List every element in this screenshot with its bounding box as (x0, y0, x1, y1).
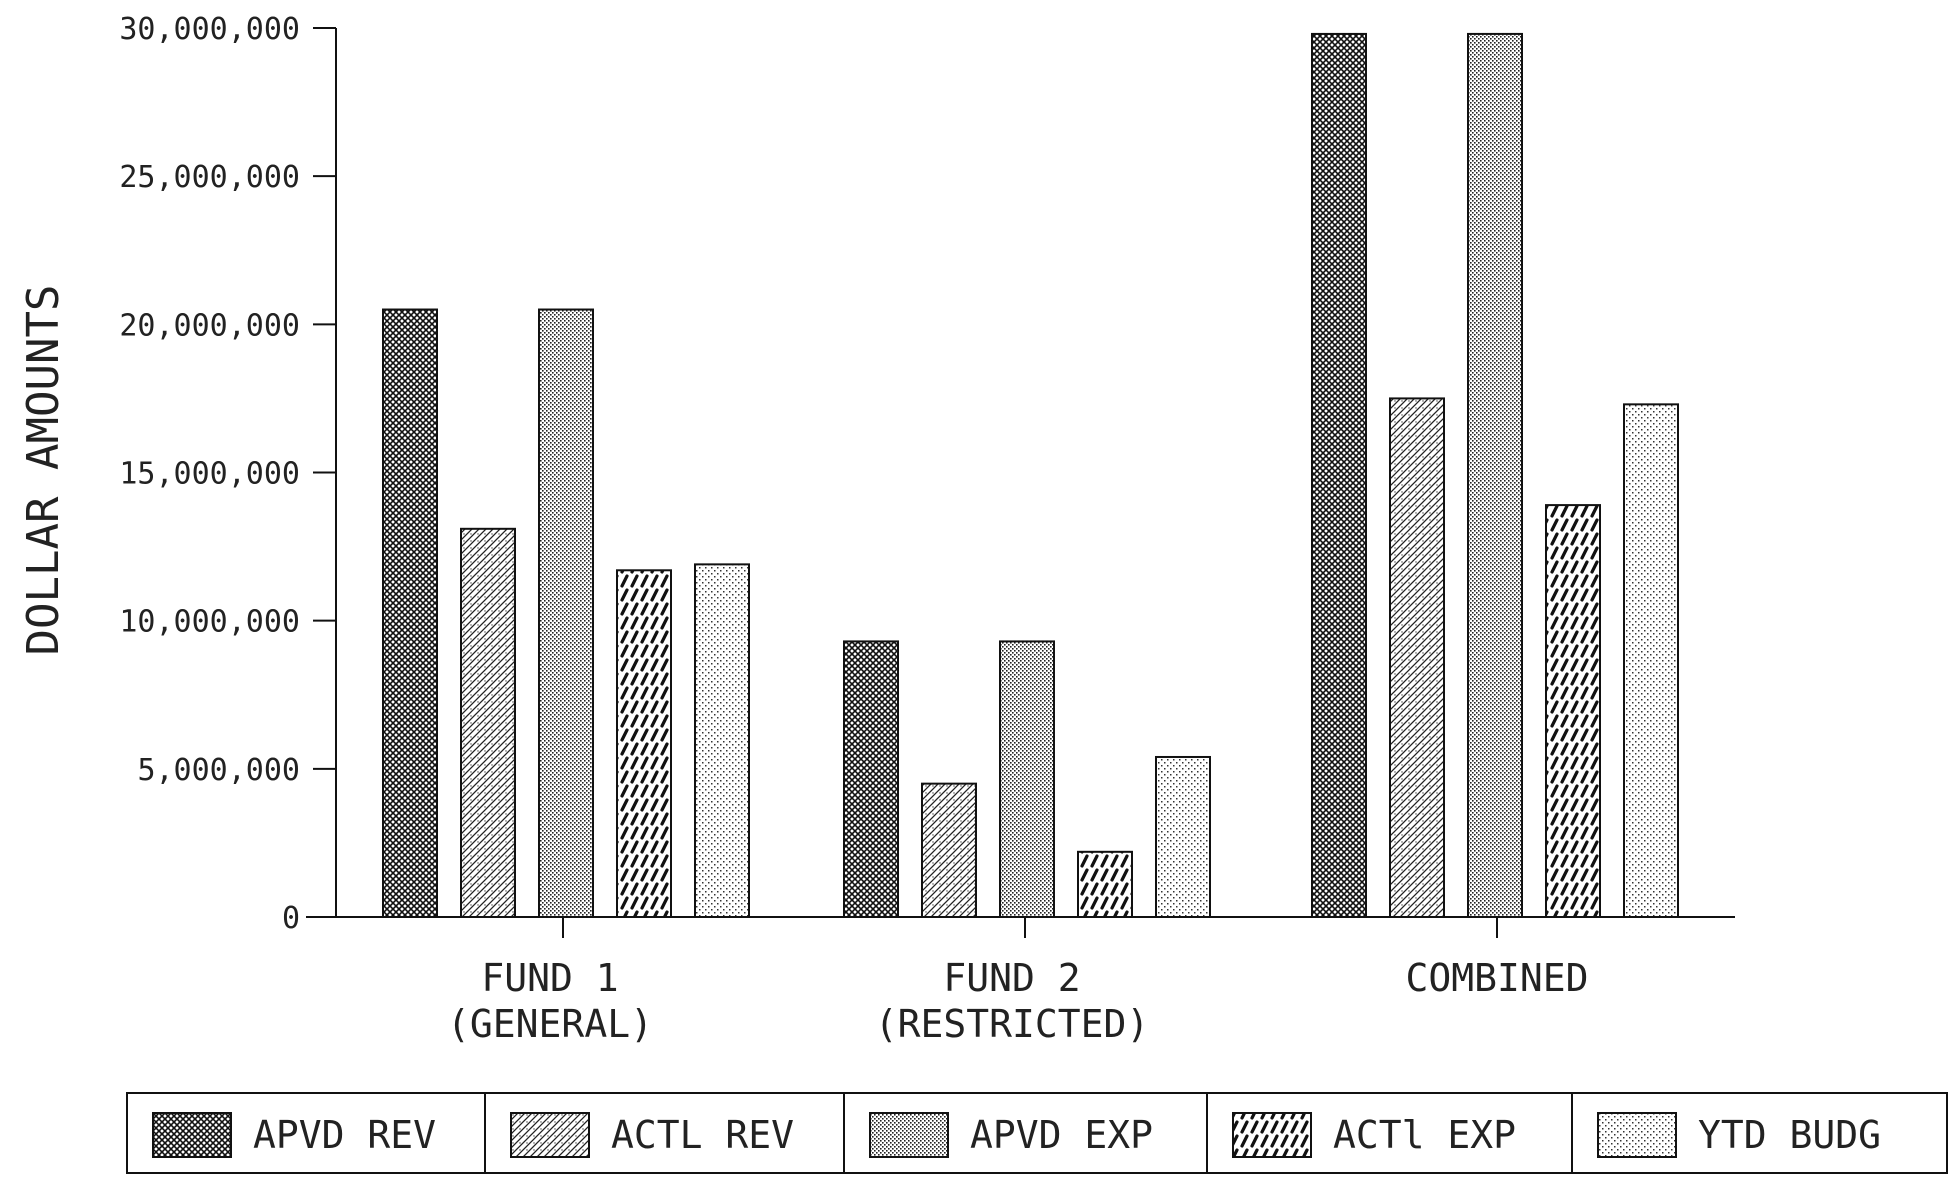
bar-ytd-budg-3 (1623, 403, 1679, 918)
bar-actl-rev-1 (460, 527, 516, 918)
bars (382, 32, 1679, 919)
bar-apvd-exp-3 (1467, 32, 1523, 918)
bar-apvd-rev-2 (843, 640, 899, 918)
legend-swatch (1232, 1112, 1312, 1158)
legend-swatch (510, 1112, 590, 1158)
y-tick-label: 20,000,000 (119, 308, 300, 343)
bar-actl-rev-3 (1389, 397, 1445, 918)
legend-label: APVD REV (253, 1113, 436, 1157)
bar-actl-exp-3 (1545, 504, 1601, 918)
bar-ytd-budg-1 (694, 563, 750, 918)
bar-apvd-exp-2 (999, 640, 1055, 918)
bar-actl-exp-1 (616, 569, 672, 918)
y-tick-label: 5,000,000 (137, 753, 300, 788)
category-label: FUND 1 (481, 956, 618, 1000)
legend-label: ACTl EXP (1333, 1113, 1516, 1157)
y-ticks: 0 5,000,000 10,000,000 15,000,000 20,000,000… (119, 12, 336, 936)
bar-apvd-rev-1 (382, 308, 438, 918)
category-sublabel: (RESTRICTED) (875, 1002, 1150, 1046)
legend-label: ACTL REV (611, 1113, 794, 1157)
bar-ytd-budg-2 (1155, 755, 1211, 918)
y-tick-label: 15,000,000 (119, 457, 300, 492)
legend-swatch (869, 1112, 949, 1158)
category-sublabel: (GENERAL) (447, 1002, 653, 1046)
y-axis-label: DOLLAR AMOUNTS (18, 285, 69, 656)
y-tick-label: 25,000,000 (119, 160, 300, 195)
bar-apvd-exp-1 (538, 308, 594, 918)
y-tick-label: 10,000,000 (119, 605, 300, 640)
legend: APVD REV ACTL REV APVD EXP ACTl EXP YTD BUDG (126, 1092, 1948, 1174)
legend-swatch (1597, 1112, 1677, 1158)
legend-swatch (152, 1112, 232, 1158)
category-label: COMBINED (1405, 956, 1588, 1000)
y-tick-label: 30,000,000 (119, 12, 300, 47)
bar-apvd-rev-3 (1311, 32, 1367, 918)
category-label: FUND 2 (943, 956, 1080, 1000)
legend-label: APVD EXP (970, 1113, 1153, 1157)
x-ticks: FUND 1(GENERAL) FUND 2(RESTRICTED) COMBINE… (447, 917, 1589, 1046)
legend-label: YTD BUDG (1698, 1113, 1881, 1157)
bar-actl-rev-2 (921, 782, 977, 919)
y-tick-label: 0 (282, 901, 300, 936)
bar-actl-exp-2 (1077, 850, 1133, 918)
legend-box (126, 1092, 1948, 1174)
